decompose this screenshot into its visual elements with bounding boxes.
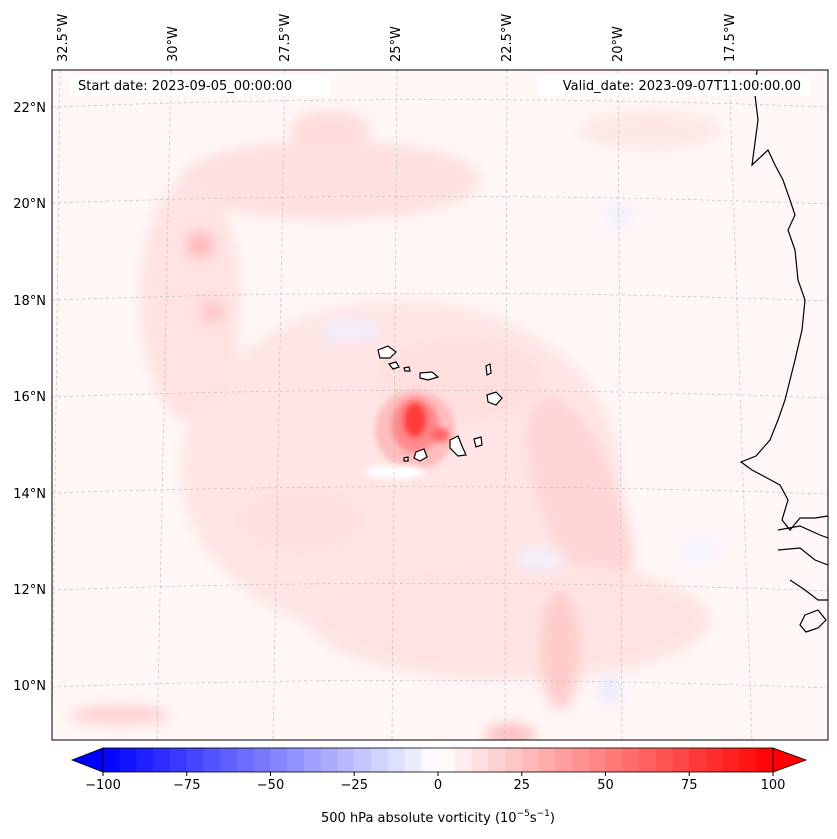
colorbar-segment bbox=[354, 748, 372, 772]
colorbar-segment bbox=[220, 748, 238, 772]
lon-label: 25°W bbox=[389, 26, 404, 62]
colorbar-segment bbox=[438, 748, 456, 772]
colorbar-segment bbox=[655, 748, 673, 772]
colorbar-tick-label: −100 bbox=[85, 778, 121, 793]
colorbar-max-extend bbox=[772, 747, 808, 773]
colorbar-segment bbox=[287, 748, 305, 772]
colorbar-segment bbox=[471, 748, 489, 772]
colorbar-segment bbox=[170, 748, 188, 772]
colorbar-segment bbox=[572, 748, 590, 772]
colorbar-segment bbox=[103, 748, 121, 772]
colorbar-segment bbox=[605, 748, 623, 772]
colorbar-segment bbox=[739, 748, 757, 772]
valid-date-label: Valid_date: 2023-09-07T11:00:00.00 bbox=[563, 79, 801, 94]
start-date-box bbox=[70, 75, 330, 96]
lat-label: 12°N bbox=[13, 583, 46, 598]
map-frame bbox=[51, 69, 829, 741]
coastline bbox=[739, 70, 828, 633]
lat-label: 14°N bbox=[13, 487, 46, 502]
colorbar-segment bbox=[253, 748, 271, 772]
colorbar-segment bbox=[337, 748, 355, 772]
colorbar-segment bbox=[371, 748, 389, 772]
start-date-label: Start date: 2023-09-05_00:00:00 bbox=[78, 79, 292, 94]
colorbar-segment bbox=[421, 748, 439, 772]
colorbar-segment bbox=[387, 748, 405, 772]
lon-label: 22.5°W bbox=[500, 14, 515, 62]
colorbar-segment bbox=[404, 748, 422, 772]
colorbar-min-extend bbox=[70, 747, 104, 773]
colorbar-segment bbox=[203, 748, 221, 772]
colorbar-segments bbox=[103, 748, 774, 772]
longitude-axis: 32.5°W 30°W 27.5°W 25°W 22.5°W 20°W 17.5… bbox=[56, 14, 738, 62]
colorbar-segment bbox=[320, 748, 338, 772]
lon-label: 27.5°W bbox=[278, 14, 293, 62]
colorbar-label: 500 hPa absolute vorticity (10−5s−1) bbox=[321, 809, 555, 826]
colorbar-segment bbox=[538, 748, 556, 772]
colorbar-segment bbox=[237, 748, 255, 772]
cape-verde-islands bbox=[377, 345, 503, 462]
colorbar-segment bbox=[722, 748, 740, 772]
lat-label: 16°N bbox=[13, 390, 46, 405]
lat-label: 10°N bbox=[13, 679, 46, 694]
colorbar-tick-label: 25 bbox=[513, 778, 530, 793]
colorbar: −100 −75 −50 −25 0 25 50 75 100 500 hPa absolute… bbox=[70, 747, 808, 826]
colorbar-segment bbox=[555, 748, 573, 772]
map-plot-area bbox=[52, 70, 828, 740]
colorbar-ticks: −100 −75 −50 −25 0 25 50 75 100 bbox=[85, 772, 785, 793]
colorbar-segment bbox=[521, 748, 539, 772]
colorbar-tick-label: 100 bbox=[761, 778, 786, 793]
lat-label: 18°N bbox=[13, 294, 46, 309]
colorbar-segment bbox=[304, 748, 322, 772]
lon-label: 30°W bbox=[166, 26, 181, 62]
colorbar-segment bbox=[119, 748, 137, 772]
colorbar-tick-label: 0 bbox=[434, 778, 442, 793]
colorbar-segment bbox=[588, 748, 606, 772]
colorbar-segment bbox=[454, 748, 472, 772]
lon-label: 20°W bbox=[611, 26, 626, 62]
lon-label: 17.5°W bbox=[723, 14, 738, 62]
valid-date-box bbox=[538, 75, 810, 96]
lon-label: 32.5°W bbox=[56, 14, 71, 62]
lat-label: 22°N bbox=[13, 101, 46, 116]
colorbar-segment bbox=[186, 748, 204, 772]
colorbar-segment bbox=[706, 748, 724, 772]
colorbar-segment bbox=[622, 748, 640, 772]
colorbar-tick-label: −25 bbox=[341, 778, 368, 793]
latitude-axis: 22°N 20°N 18°N 16°N 14°N 12°N 10°N bbox=[13, 101, 46, 694]
colorbar-tick-label: 50 bbox=[597, 778, 614, 793]
colorbar-tick-label: −75 bbox=[173, 778, 200, 793]
colorbar-segment bbox=[672, 748, 690, 772]
colorbar-segment bbox=[505, 748, 523, 772]
colorbar-tick-label: −50 bbox=[257, 778, 284, 793]
colorbar-segment bbox=[270, 748, 288, 772]
graticule bbox=[52, 70, 828, 740]
colorbar-segment bbox=[488, 748, 506, 772]
colorbar-segment bbox=[153, 748, 171, 772]
vorticity-field bbox=[70, 110, 720, 740]
colorbar-segment bbox=[639, 748, 657, 772]
colorbar-segment bbox=[689, 748, 707, 772]
colorbar-segment bbox=[136, 748, 154, 772]
colorbar-segment bbox=[756, 748, 774, 772]
colorbar-tick-label: 75 bbox=[681, 778, 698, 793]
lat-label: 20°N bbox=[13, 197, 46, 212]
